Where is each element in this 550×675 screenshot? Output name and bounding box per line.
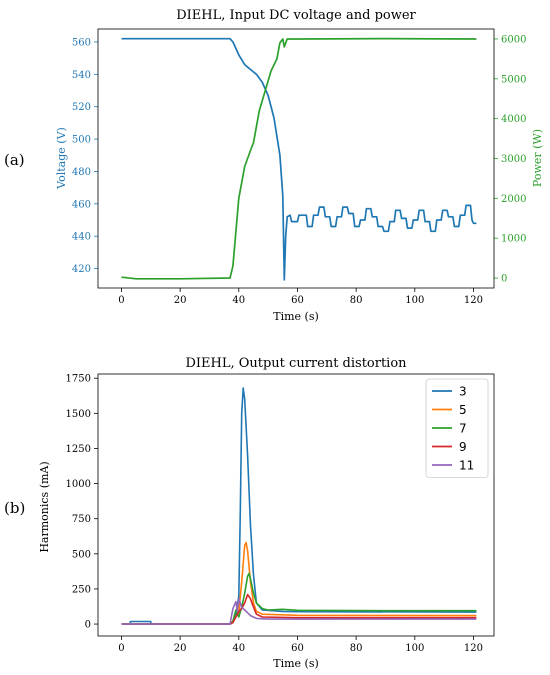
chart1-y2-tick-label: 1000 [501, 234, 526, 245]
harmonic-11-line [121, 597, 477, 625]
chart1-frame [97, 28, 495, 289]
harmonics-chart: DIEHL, Output current distortion Time (s… [38, 356, 495, 670]
chart1-y2-tick-label: 4000 [501, 114, 526, 125]
chart1-y2-tick-label: 5000 [501, 74, 526, 85]
chart2-y-tick-label: 250 [72, 584, 91, 595]
power-line [121, 37, 477, 280]
chart1-y2label: Power (W) [531, 129, 544, 187]
chart1-y-tick-label: 500 [72, 135, 91, 146]
harmonic-3-line [121, 387, 477, 625]
chart1-y-tick-label: 480 [72, 167, 91, 178]
chart2-y-tick-label: 0 [85, 620, 91, 631]
chart1-x-tick-label: 100 [405, 295, 424, 306]
chart1-y2-tick-label: 6000 [501, 34, 526, 45]
chart2-y-tick-label: 500 [72, 549, 91, 560]
chart2-legend-box [425, 378, 489, 478]
legend-label-11: 11 [459, 459, 474, 473]
panel-label-b: (b) [4, 499, 25, 517]
legend-label-9: 9 [459, 440, 467, 454]
voltage-power-chart: DIEHL, Input DC voltage and power Time (… [55, 8, 544, 323]
chart1-y2-ticks: 0 1000 2000 3000 4000 5000 6000 [494, 34, 526, 285]
chart1-xlabel: Time (s) [273, 310, 319, 323]
chart2-lines [121, 387, 477, 625]
harmonic-9-line [121, 593, 477, 625]
chart1-ylabel: Voltage (V) [55, 127, 68, 190]
chart1-y-tick-label: 440 [72, 232, 91, 243]
chart2-x-tick-label: 100 [405, 643, 424, 654]
chart1-y-tick-label: 560 [72, 37, 91, 48]
panel-label-a: (a) [4, 151, 25, 169]
chart1-y-tick-label: 520 [72, 102, 91, 113]
chart2-x-tick-label: 20 [174, 643, 187, 654]
legend-label-3: 3 [459, 385, 467, 399]
chart2-y-ticks: 0 250 500 750 1000 1250 1500 1750 [66, 374, 98, 631]
chart1-title: DIEHL, Input DC voltage and power [176, 8, 416, 23]
chart1-y2-tick-label: 3000 [501, 154, 526, 165]
chart1-y-tick-label: 420 [72, 264, 91, 275]
chart1-x-tick-label: 0 [118, 295, 124, 306]
chart1-x-tick-label: 80 [350, 295, 363, 306]
chart1-y-ticks: 420 440 460 480 500 520 540 560 [72, 37, 98, 275]
chart2-y-tick-label: 750 [72, 514, 91, 525]
chart1-x-tick-label: 40 [232, 295, 245, 306]
chart1-x-tick-label: 120 [464, 295, 483, 306]
chart2-x-tick-label: 120 [464, 643, 483, 654]
chart1-y2-tick-label: 2000 [501, 194, 526, 205]
chart2-legend: 3 5 7 9 11 [425, 378, 489, 478]
chart2-ylabel: Harmonics (mA) [38, 461, 51, 552]
chart1-y2-tick-label: 0 [501, 274, 507, 285]
legend-label-7: 7 [459, 422, 467, 436]
chart1-y-tick-label: 540 [72, 70, 91, 81]
chart2-frame [97, 373, 495, 637]
harmonic-7-line [121, 572, 477, 625]
chart2-y-tick-label: 1500 [66, 409, 91, 420]
chart2-title: DIEHL, Output current distortion [185, 356, 407, 371]
chart2-y-tick-label: 1000 [66, 479, 91, 490]
chart2-x-tick-label: 60 [291, 643, 304, 654]
chart2-y-tick-label: 1250 [66, 444, 91, 455]
voltage-line [121, 37, 477, 281]
chart1-y-tick-label: 460 [72, 199, 91, 210]
chart1-x-ticks: 0 20 40 60 80 100 120 [118, 288, 483, 306]
chart2-x-tick-label: 40 [232, 643, 245, 654]
chart2-x-tick-label: 0 [118, 643, 124, 654]
legend-label-5: 5 [459, 403, 467, 417]
chart2-y-tick-label: 1750 [66, 374, 91, 385]
chart2-x-ticks: 0 20 40 60 80 100 120 [118, 636, 483, 654]
chart1-lines [121, 37, 477, 281]
chart2-x-tick-label: 80 [350, 643, 363, 654]
chart1-x-tick-label: 60 [291, 295, 304, 306]
chart1-x-tick-label: 20 [174, 295, 187, 306]
chart2-xlabel: Time (s) [273, 657, 319, 670]
